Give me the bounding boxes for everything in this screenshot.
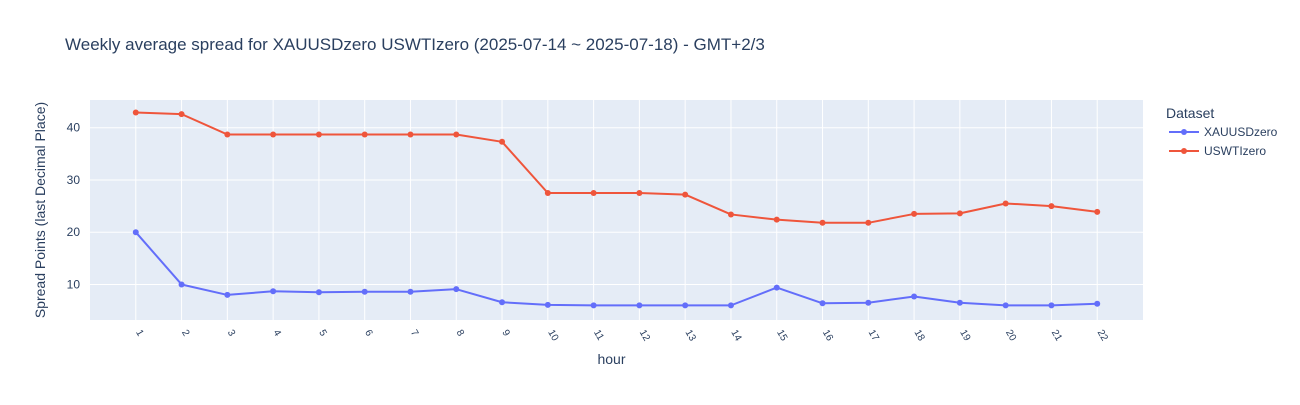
data-point[interactable]: [727, 211, 734, 218]
x-tick-label: 19: [957, 328, 972, 344]
data-point[interactable]: [407, 131, 414, 138]
x-tick-label: 15: [774, 328, 789, 344]
series-line: [135, 231, 1098, 307]
data-point[interactable]: [865, 219, 872, 226]
x-tick-label: 11: [591, 328, 606, 343]
data-point[interactable]: [361, 288, 368, 295]
y-axis-title: Spread Points (last Decimal Place): [32, 102, 48, 318]
x-tick-label: 20: [1003, 328, 1018, 344]
y-tick-label: 40: [67, 121, 81, 135]
data-point[interactable]: [1048, 203, 1055, 210]
data-point[interactable]: [270, 288, 277, 295]
data-point[interactable]: [682, 191, 689, 198]
legend-label: XAUUSDzero: [1204, 125, 1278, 139]
data-point[interactable]: [727, 302, 734, 309]
legend-marker-swatch: [1181, 129, 1187, 135]
series-xauusdzero: [132, 229, 1101, 309]
y-tick-label: 10: [67, 277, 81, 291]
data-point[interactable]: [1094, 208, 1101, 215]
data-point[interactable]: [773, 284, 780, 291]
data-point[interactable]: [453, 286, 460, 293]
data-point[interactable]: [224, 291, 231, 298]
series-line: [135, 111, 1098, 224]
data-point[interactable]: [132, 109, 139, 116]
data-point[interactable]: [1048, 302, 1055, 309]
legend-label: USWTIzero: [1204, 144, 1266, 158]
data-point[interactable]: [956, 299, 963, 306]
data-point[interactable]: [224, 131, 231, 138]
data-point[interactable]: [361, 131, 368, 138]
series-layer: [132, 109, 1101, 309]
data-point[interactable]: [590, 302, 597, 309]
data-point[interactable]: [544, 301, 551, 308]
series-uswtizero: [132, 109, 1101, 226]
x-tick-label: 18: [911, 328, 926, 344]
x-tick-label: 17: [866, 328, 881, 344]
x-tick-label: 16: [820, 328, 835, 344]
x-tick-label: 4: [271, 328, 284, 339]
x-tick-label: 2: [179, 328, 192, 339]
data-point[interactable]: [682, 302, 689, 309]
data-point[interactable]: [453, 131, 460, 138]
x-tick-label: 12: [637, 328, 652, 344]
data-point[interactable]: [1094, 300, 1101, 307]
x-tick-label: 22: [1095, 328, 1110, 344]
legend-item-uswtizero[interactable]: USWTIzero: [1169, 144, 1266, 158]
x-axis-ticks: 1 2 3 4 5 6 7 8 9 10 11 12 13 14 15 16 17 18 19 20 21 22: [133, 328, 1110, 344]
data-point[interactable]: [819, 300, 826, 307]
data-point[interactable]: [315, 289, 322, 296]
data-point[interactable]: [865, 299, 872, 306]
legend-marker-swatch: [1181, 148, 1187, 154]
x-tick-label: 9: [499, 328, 512, 339]
x-tick-label: 6: [362, 328, 375, 339]
x-axis-title: hour: [597, 351, 625, 367]
data-point[interactable]: [636, 302, 643, 309]
data-point[interactable]: [315, 131, 322, 138]
data-point[interactable]: [773, 216, 780, 223]
x-tick-label: 21: [1049, 328, 1064, 344]
x-tick-label: 7: [408, 328, 421, 339]
x-tick-label: 1: [133, 328, 146, 339]
data-point[interactable]: [178, 111, 185, 118]
data-point[interactable]: [544, 190, 551, 197]
data-point[interactable]: [499, 299, 506, 306]
x-tick-label: 8: [454, 328, 467, 339]
y-tick-label: 20: [67, 225, 81, 239]
x-tick-label: 10: [545, 328, 560, 344]
data-point[interactable]: [1002, 302, 1009, 309]
plot-area: [90, 100, 1143, 320]
y-axis-ticks: 10 20 30 40: [67, 121, 81, 292]
x-tick-label: 3: [225, 328, 238, 339]
chart-title: Weekly average spread for XAUUSDzero USW…: [65, 35, 765, 54]
data-point[interactable]: [590, 190, 597, 197]
data-point[interactable]: [911, 293, 918, 300]
legend[interactable]: Dataset XAUUSDzero USWTIzero: [1166, 105, 1278, 158]
data-point[interactable]: [819, 219, 826, 226]
data-point[interactable]: [956, 210, 963, 217]
x-tick-label: 5: [316, 328, 329, 339]
data-point[interactable]: [270, 131, 277, 138]
data-point[interactable]: [407, 288, 414, 295]
data-point[interactable]: [132, 229, 139, 236]
data-point[interactable]: [499, 138, 506, 145]
legend-title: Dataset: [1166, 105, 1214, 121]
data-point[interactable]: [1002, 200, 1009, 207]
y-tick-label: 30: [67, 173, 81, 187]
data-point[interactable]: [636, 190, 643, 197]
data-point[interactable]: [178, 281, 185, 288]
y-gridlines: [90, 127, 1143, 285]
legend-item-xauusdzero[interactable]: XAUUSDzero: [1169, 125, 1278, 139]
data-point[interactable]: [911, 210, 918, 217]
x-tick-label: 14: [728, 328, 743, 344]
x-tick-label: 13: [683, 328, 698, 344]
